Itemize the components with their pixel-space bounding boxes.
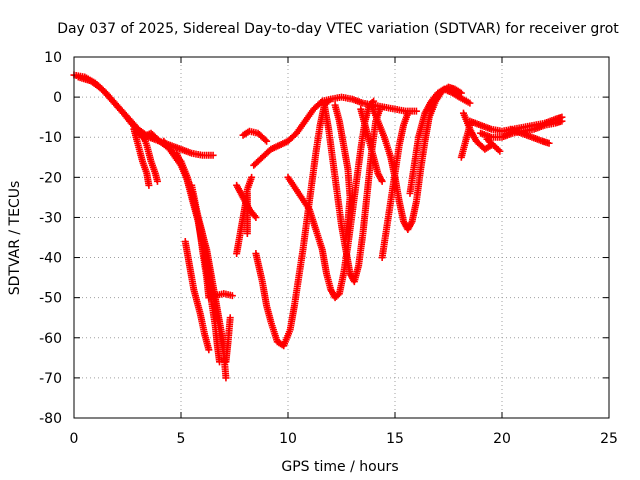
series-track-27 — [483, 135, 504, 155]
data-point — [457, 153, 465, 161]
y-tick-label: -50 — [39, 291, 62, 307]
data-point — [376, 105, 384, 113]
data-point — [496, 147, 504, 155]
data-point — [205, 346, 213, 354]
x-tick-label: 15 — [386, 431, 404, 447]
data-point — [261, 136, 269, 144]
tick-labels: 0 5 10 15 20 25 -80 -70 -60 -50 -40 -30 -20 -10 0 10 — [39, 50, 618, 447]
series-track-18 — [331, 101, 354, 241]
series-track-28 — [507, 125, 553, 147]
x-axis-title: GPS time / hours — [281, 459, 398, 475]
data-point — [252, 213, 260, 221]
series-track-22 — [406, 85, 474, 197]
data-point — [145, 181, 153, 189]
data-point — [378, 177, 386, 185]
data-points — [70, 71, 566, 382]
series-track-5 — [160, 137, 230, 382]
y-tick-label: 10 — [44, 50, 62, 66]
series-track-20 — [367, 83, 465, 233]
data-point — [263, 137, 271, 145]
data-point — [370, 97, 378, 105]
data-point — [412, 107, 420, 115]
data-point — [243, 229, 251, 237]
data-point — [209, 151, 217, 159]
data-point — [545, 139, 553, 147]
data-point — [222, 374, 230, 382]
x-tick-label: 10 — [279, 431, 297, 447]
data-point — [558, 117, 566, 125]
x-tick-label: 20 — [493, 431, 511, 447]
series-track-8 — [181, 238, 213, 354]
grid-lines — [74, 57, 609, 418]
data-point — [466, 99, 474, 107]
series-track-3 — [130, 125, 153, 189]
x-tick-label: 0 — [70, 431, 79, 447]
series-track-21 — [378, 109, 412, 262]
y-tick-label: -80 — [39, 411, 62, 427]
data-point — [325, 97, 333, 105]
series-track-9 — [222, 314, 234, 366]
series-track-7 — [188, 181, 236, 302]
data-point — [222, 358, 230, 366]
data-point — [317, 98, 325, 106]
series-track-13 — [239, 127, 271, 145]
y-axis-title: SDTVAR / TECUs — [7, 181, 23, 296]
y-tick-label: -10 — [39, 130, 62, 146]
y-tick-label: -20 — [39, 170, 62, 186]
y-tick-label: 0 — [53, 90, 62, 106]
data-point — [404, 109, 412, 117]
series-track-19 — [357, 105, 386, 185]
data-point — [342, 234, 350, 241]
y-tick-label: -40 — [39, 251, 62, 267]
axis-ticks — [73, 56, 610, 419]
data-point — [248, 173, 256, 181]
x-tick-label: 25 — [600, 431, 618, 447]
chart-title: Day 037 of 2025, Sidereal Day-to-day VTE… — [57, 21, 619, 37]
series-track-24 — [457, 121, 474, 161]
series-track-17 — [320, 101, 384, 286]
data-point — [216, 358, 224, 366]
plot-frame — [73, 56, 610, 419]
series-track-2 — [74, 73, 228, 350]
data-point — [153, 177, 161, 185]
x-tick-label: 5 — [177, 431, 186, 447]
data-point — [228, 292, 236, 300]
y-tick-label: -30 — [39, 210, 62, 226]
series-track-4 — [138, 129, 161, 185]
y-tick-label: -70 — [39, 371, 62, 387]
y-tick-label: -60 — [39, 331, 62, 347]
series-track-15 — [252, 97, 333, 350]
series-track-12 — [243, 189, 251, 237]
